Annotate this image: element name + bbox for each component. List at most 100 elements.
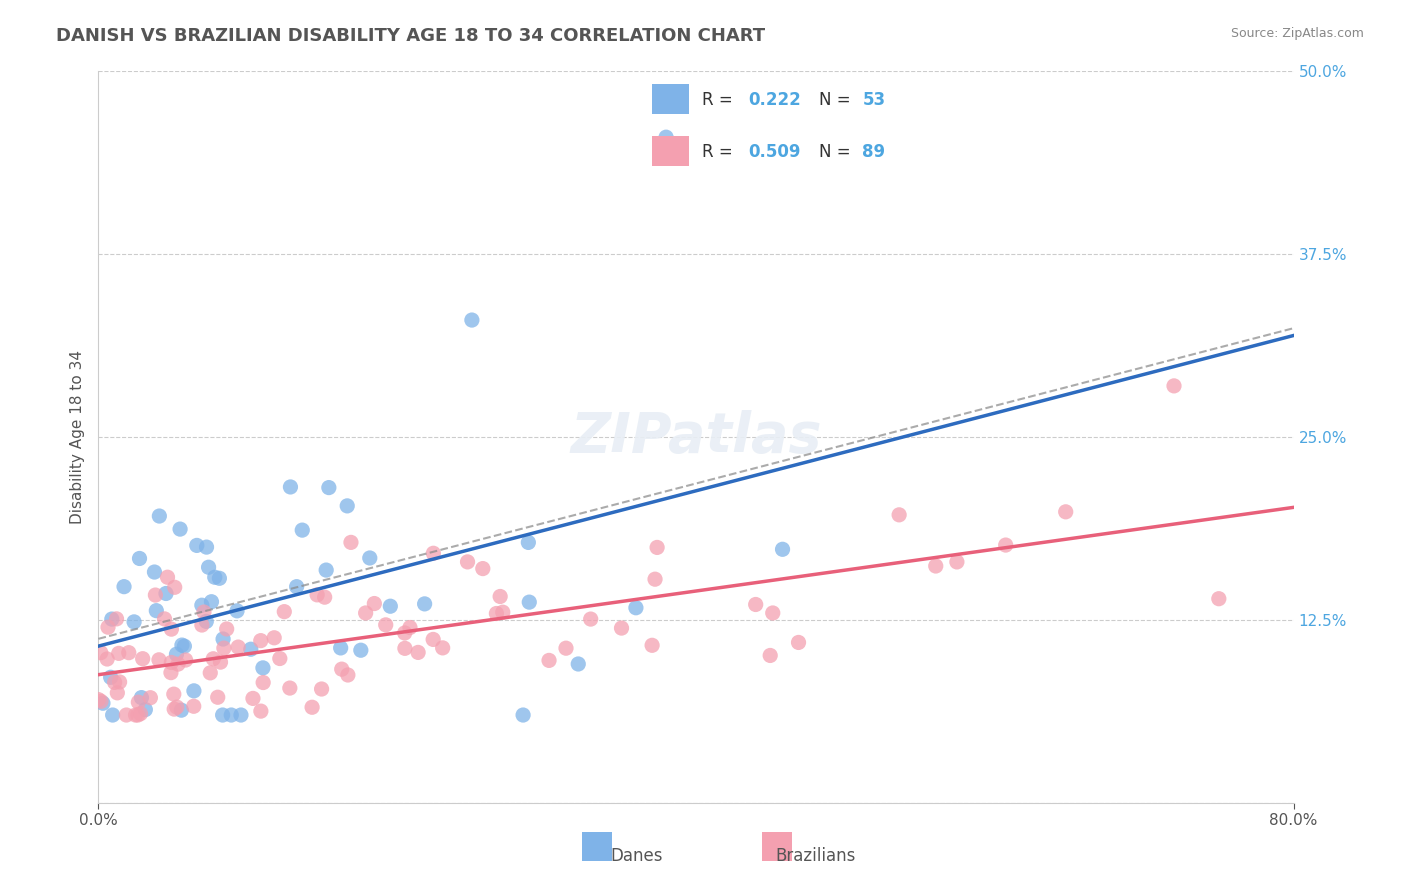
Danes <box>624 600 647 615</box>
Brazilians <box>115 708 138 723</box>
Danes <box>208 571 231 585</box>
Danes <box>517 535 540 549</box>
Brazilians <box>406 645 429 659</box>
Danes <box>173 639 195 653</box>
Brazilians <box>212 641 235 656</box>
Brazilians <box>579 612 602 626</box>
Brazilians <box>163 580 186 594</box>
Danes <box>101 708 124 723</box>
Brazilians <box>174 653 197 667</box>
Brazilians <box>269 651 291 665</box>
Brazilians <box>139 690 162 705</box>
Danes <box>219 708 242 723</box>
Brazilians <box>645 541 668 555</box>
Y-axis label: Disability Age 18 to 34: Disability Age 18 to 34 <box>69 350 84 524</box>
Text: Brazilians: Brazilians <box>775 847 856 864</box>
Brazilians <box>263 631 285 645</box>
Text: 0.222: 0.222 <box>748 91 801 109</box>
Text: R =: R = <box>702 143 738 161</box>
Danes <box>195 540 218 554</box>
Danes <box>148 509 170 524</box>
Brazilians <box>394 626 416 640</box>
Brazilians <box>160 656 183 670</box>
Danes <box>134 703 156 717</box>
Text: R =: R = <box>702 91 738 109</box>
Brazilians <box>183 699 205 714</box>
Brazilians <box>145 588 167 602</box>
Danes <box>359 551 381 566</box>
Brazilians <box>127 708 149 723</box>
Danes <box>170 703 193 717</box>
Brazilians <box>946 555 969 569</box>
Danes <box>413 597 436 611</box>
FancyBboxPatch shape <box>582 832 613 862</box>
Brazilians <box>301 700 323 714</box>
Brazilians <box>432 640 454 655</box>
Brazilians <box>537 653 560 667</box>
Danes <box>655 130 678 145</box>
Brazilians <box>202 652 225 666</box>
Text: Danes: Danes <box>610 847 662 864</box>
Danes <box>169 522 191 536</box>
Text: Source: ZipAtlas.com: Source: ZipAtlas.com <box>1230 27 1364 40</box>
Brazilians <box>489 590 512 604</box>
Text: 53: 53 <box>862 91 886 109</box>
Brazilians <box>787 635 810 649</box>
Danes <box>212 632 235 646</box>
Brazilians <box>422 546 444 560</box>
Danes <box>155 586 177 600</box>
FancyBboxPatch shape <box>762 832 792 862</box>
Danes <box>461 313 484 327</box>
Danes <box>772 542 794 557</box>
Brazilians <box>759 648 782 663</box>
Brazilians <box>167 657 190 672</box>
Brazilians <box>200 665 222 680</box>
Danes <box>211 708 233 723</box>
Brazilians <box>226 640 249 654</box>
Text: N =: N = <box>820 143 856 161</box>
Brazilians <box>163 687 186 701</box>
Brazilians <box>641 638 664 652</box>
Danes <box>122 615 145 629</box>
Brazilians <box>97 620 120 634</box>
Danes <box>517 595 540 609</box>
Brazilians <box>250 704 273 718</box>
Brazilians <box>1208 591 1230 606</box>
Brazilians <box>215 622 238 636</box>
Brazilians <box>96 652 118 666</box>
Danes <box>350 643 373 657</box>
Brazilians <box>252 675 274 690</box>
Text: 0.509: 0.509 <box>748 143 800 161</box>
Text: ZIPatlas: ZIPatlas <box>571 410 821 464</box>
Brazilians <box>644 572 666 586</box>
Danes <box>145 604 167 618</box>
Brazilians <box>762 606 785 620</box>
Brazilians <box>330 662 353 676</box>
Brazilians <box>1054 505 1077 519</box>
Brazilians <box>610 621 633 635</box>
Danes <box>315 563 337 577</box>
Danes <box>143 565 166 579</box>
Danes <box>229 708 252 723</box>
Danes <box>91 696 114 710</box>
Danes <box>204 570 226 584</box>
Brazilians <box>160 622 183 636</box>
Brazilians <box>314 590 336 604</box>
Danes <box>252 661 274 675</box>
Danes <box>100 670 122 684</box>
Brazilians <box>148 653 170 667</box>
Danes <box>567 657 589 671</box>
Danes <box>128 551 150 566</box>
FancyBboxPatch shape <box>652 84 689 114</box>
Brazilians <box>156 570 179 584</box>
Brazilians <box>193 605 215 619</box>
Brazilians <box>131 651 153 665</box>
Brazilians <box>925 559 948 574</box>
Danes <box>183 683 205 698</box>
Brazilians <box>363 597 385 611</box>
Brazilians <box>278 681 301 695</box>
Brazilians <box>160 665 183 680</box>
Brazilians <box>191 618 214 632</box>
Danes <box>101 612 124 626</box>
Brazilians <box>394 641 416 656</box>
